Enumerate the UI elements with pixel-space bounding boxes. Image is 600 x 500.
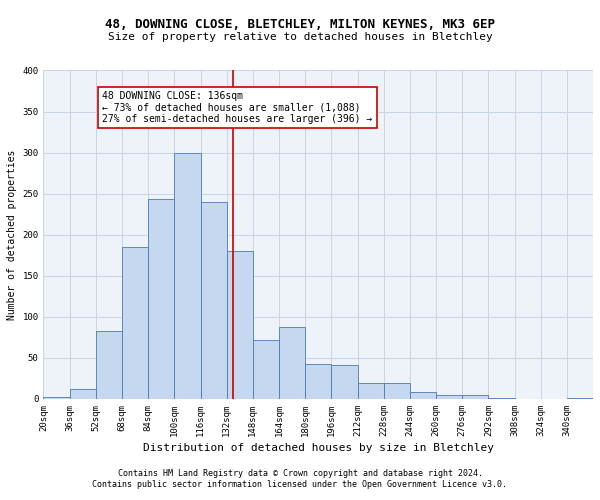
Text: Contains public sector information licensed under the Open Government Licence v3: Contains public sector information licen… — [92, 480, 508, 489]
Bar — [253, 340, 279, 399]
Bar — [436, 395, 462, 399]
Bar — [175, 152, 200, 399]
Bar — [227, 251, 253, 399]
Bar — [358, 384, 383, 399]
Bar — [70, 389, 96, 399]
Bar — [148, 200, 175, 399]
X-axis label: Distribution of detached houses by size in Bletchley: Distribution of detached houses by size … — [143, 443, 494, 453]
Text: 48 DOWNING CLOSE: 136sqm
← 73% of detached houses are smaller (1,088)
27% of sem: 48 DOWNING CLOSE: 136sqm ← 73% of detach… — [103, 91, 373, 124]
Text: Size of property relative to detached houses in Bletchley: Size of property relative to detached ho… — [107, 32, 493, 42]
Bar — [96, 331, 122, 399]
Bar — [462, 395, 488, 399]
Bar — [200, 202, 227, 399]
Bar — [305, 364, 331, 399]
Bar — [567, 398, 593, 399]
Y-axis label: Number of detached properties: Number of detached properties — [7, 150, 17, 320]
Bar — [410, 392, 436, 399]
Bar — [383, 384, 410, 399]
Text: 48, DOWNING CLOSE, BLETCHLEY, MILTON KEYNES, MK3 6EP: 48, DOWNING CLOSE, BLETCHLEY, MILTON KEY… — [105, 18, 495, 30]
Bar — [122, 247, 148, 399]
Bar — [331, 364, 358, 399]
Text: Contains HM Land Registry data © Crown copyright and database right 2024.: Contains HM Land Registry data © Crown c… — [118, 468, 482, 477]
Bar — [43, 396, 70, 399]
Bar — [279, 326, 305, 399]
Bar — [488, 398, 515, 399]
